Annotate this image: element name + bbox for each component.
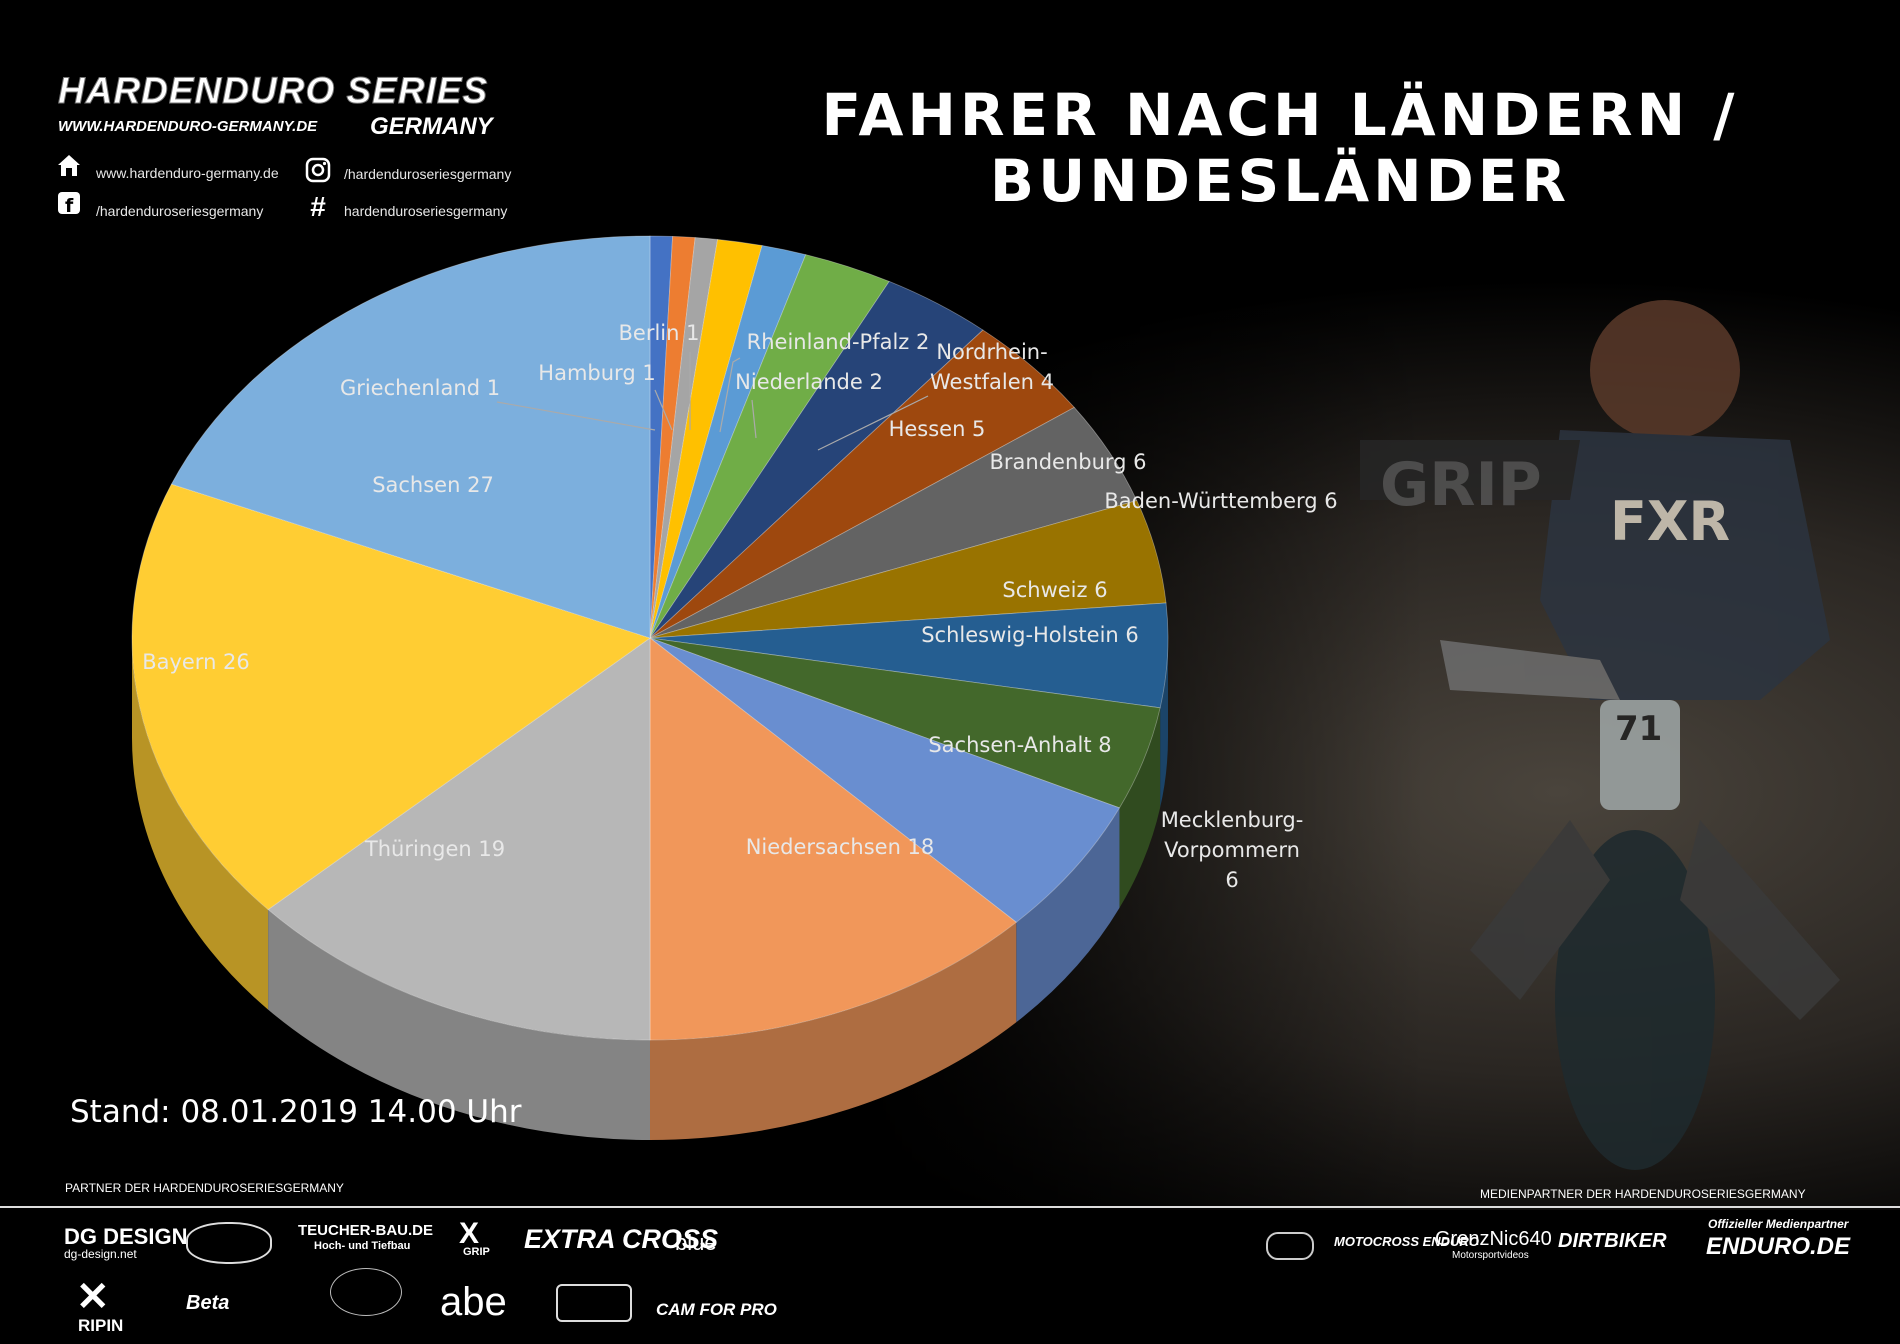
data-label-hessen: Hessen 5: [889, 417, 986, 441]
pie-slice-th-ringen: [267, 637, 651, 1041]
sponsor-abe: abe: [440, 1280, 507, 1324]
media-enduro-de: ENDURO.DE: [1706, 1233, 1851, 1260]
pie-side-niedersachsen: [650, 922, 1017, 1140]
data-label-berlin: Berlin 1: [619, 321, 700, 345]
leader-line-hamburg: [654, 389, 673, 431]
website-link[interactable]: www.hardenduro-germany.de: [96, 165, 279, 181]
pie-slice-sachsen: [170, 235, 651, 639]
sponsor-grip: GRIP: [463, 1246, 490, 1258]
sponsor-ripin: RIPIN: [78, 1316, 124, 1335]
pie-slice-niedersachsen: [649, 637, 1017, 1041]
sponsor-blue: blue: [675, 1230, 717, 1255]
data-label-baden-w-rttemberg: Baden-Württemberg 6: [1104, 489, 1337, 513]
svg-text:71: 71: [1615, 709, 1662, 749]
data-label-brandenburg: Brandenburg 6: [989, 450, 1146, 474]
pie-side-schleswig-holstein: [1160, 638, 1168, 808]
brand-logo-url: WWW.HARDENDURO-GERMANY.DE: [58, 118, 318, 135]
sponsor-extra-cross: EXTRA CROSS: [524, 1224, 719, 1254]
pie-side-sachsen-anhalt: [1016, 807, 1120, 1023]
pie-slice-schweiz: [649, 500, 1167, 639]
title-line-1: FAHRER NACH LÄNDERN /: [821, 81, 1739, 149]
data-label-schweiz: Schweiz 6: [1002, 578, 1107, 602]
facebook-icon: f: [56, 190, 82, 216]
pie-slice-rheinland-pfalz: [649, 239, 763, 639]
data-label-griechenland: Griechenland 1: [340, 376, 500, 400]
data-label-sachsen-anhalt: Sachsen-Anhalt 8: [928, 733, 1111, 757]
pie-slice-schleswig-holstein: [649, 602, 1169, 709]
svg-text:f: f: [65, 195, 74, 215]
pie-sides: [132, 638, 1168, 1140]
leader-line-griechenland: [496, 401, 656, 431]
sponsor-ripin-icon: ✕: [76, 1275, 110, 1319]
media-logo-1: [1266, 1232, 1314, 1260]
pie-slice-berlin: [649, 237, 719, 639]
sponsor-cam-for-pro: CAM FOR PRO: [656, 1300, 777, 1319]
media-partner-label: MEDIENPARTNER DER HARDENDUROSERIESGERMAN…: [1480, 1187, 1806, 1201]
pie-slice-nordrhein-westfalen: [649, 254, 890, 639]
media-grenznic: GrenzNic640: [1435, 1228, 1552, 1250]
brand-logo: HARDENDURO SERIES: [57, 70, 489, 112]
media-dirtbiker: DIRTBIKER: [1558, 1230, 1667, 1252]
pie-slice-niederlande: [649, 245, 807, 639]
sponsor-dg-design-url: dg-design.net: [64, 1247, 137, 1261]
pie-slice-mecklenburg-vorpommern: [649, 637, 1161, 809]
media-motocross-enduro: MOTOCROSS ENDURO: [1334, 1234, 1479, 1249]
data-label-rheinland-pfalz: Rheinland-Pfalz 2: [747, 330, 930, 354]
pie-slice-baden-w-rttemberg: [649, 406, 1138, 639]
page-title: FAHRER NACH LÄNDERN / BUNDESLÄNDER: [640, 82, 1900, 214]
leader-line-niederlande: [751, 399, 757, 439]
data-label-sachsen: Sachsen 27: [372, 473, 494, 497]
instagram-link[interactable]: /hardenduroseriesgermany: [344, 166, 512, 182]
title-line-2: BUNDESLÄNDER: [989, 147, 1571, 215]
sponsor-beta: Beta: [186, 1292, 230, 1314]
pie-slice-sachsen-anhalt: [649, 637, 1121, 923]
media-official-label: Offizieller Medienpartner: [1708, 1217, 1849, 1231]
data-label-schleswig-holstein: Schleswig-Holstein 6: [921, 623, 1139, 647]
hashtag-icon: #: [310, 191, 326, 222]
facebook-link[interactable]: /hardenduroseriesgermany: [96, 203, 264, 219]
instagram-icon: [305, 157, 331, 183]
pie-labels: Griechenland 1 Hamburg 1 Berlin 1 Rheinland…: [142, 321, 1337, 892]
media-grenznic-sub: Motorsportvideos: [1452, 1250, 1529, 1261]
footer-divider: [0, 1206, 1900, 1208]
data-label-nordrhein-westfalen: Nordrhein-Westfalen 4: [930, 340, 1054, 394]
pie-slice-hessen: [649, 280, 984, 639]
stand-date: Stand: 08.01.2019 14.00 Uhr: [70, 1094, 522, 1130]
data-label-niederlande: Niederlande 2: [735, 370, 883, 394]
pie-slice-brandenburg: [649, 329, 1075, 639]
data-label-hamburg: Hamburg 1: [538, 361, 655, 385]
svg-text:FXR: FXR: [1610, 490, 1730, 553]
hashtag-text: hardenduroseriesgermany: [344, 203, 508, 219]
sponsor-dg-design: DG DESIGN: [64, 1224, 188, 1249]
svg-text:GRIP: GRIP: [1380, 450, 1542, 520]
pie-slice-bayern: [131, 483, 651, 911]
brand-logo-sub: GERMANY: [370, 113, 493, 140]
data-label-th-ringen: Thüringen 19: [364, 837, 505, 861]
pie-top: [131, 235, 1169, 1041]
sponsor-amf-logo: [186, 1222, 272, 1264]
home-icon: [56, 152, 82, 178]
data-label-bayern: Bayern 26: [142, 650, 250, 674]
leader-line-nordrhein-westfalen: [817, 395, 929, 451]
leader-line-rheinland-pfalz: [719, 357, 741, 433]
sponsor-emblem-logo: [556, 1284, 632, 1322]
sponsor-ddp-logo: [330, 1268, 402, 1316]
sponsor-x-icon: X: [459, 1217, 480, 1250]
data-label-niedersachsen: Niedersachsen 18: [746, 835, 935, 859]
rider-silhouette: FXR 71 GRIP: [1360, 300, 1840, 1170]
pie-slice-hamburg: [649, 235, 696, 639]
pie-side-mecklenburg-vorpommern: [1119, 707, 1161, 908]
sponsor-teucher-bau-sub: Hoch- und Tiefbau: [314, 1240, 411, 1252]
partner-label: PARTNER DER HARDENDUROSERIESGERMANY: [65, 1181, 344, 1195]
pie-side-bayern: [132, 638, 269, 1010]
pie-slice-griechenland: [649, 235, 674, 639]
pie-side-th-ringen: [268, 909, 650, 1140]
sponsor-teucher-bau: TEUCHER-BAU.DE: [298, 1222, 433, 1239]
data-label-mecklenburg-vorpommern: Mecklenburg-Vorpommern 6: [1161, 808, 1304, 892]
